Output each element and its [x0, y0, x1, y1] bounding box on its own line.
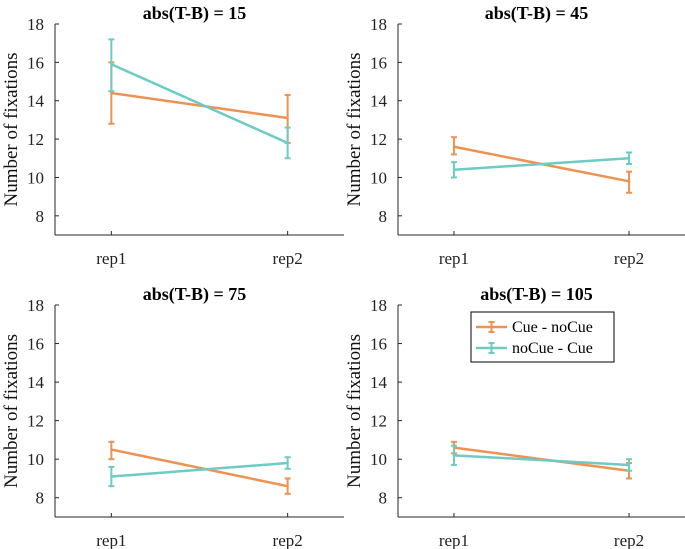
y-tick-label: 14 — [27, 373, 45, 392]
y-tick-label: 18 — [370, 15, 387, 34]
y-tick-label: 16 — [370, 53, 387, 72]
y-tick-label: 12 — [27, 130, 44, 149]
x-tick-label: rep1 — [439, 531, 469, 549]
series-line — [111, 448, 288, 488]
panel-title: abs(T-B) = 45 — [485, 3, 589, 24]
y-tick-label: 12 — [370, 412, 387, 431]
x-tick-label: rep2 — [614, 249, 644, 268]
y-axis-label: Number of fixations — [344, 334, 365, 488]
series-nocue-cue — [450, 151, 633, 179]
series-nocue-cue — [108, 456, 291, 488]
data-point — [452, 168, 456, 171]
panel-2: 8 10 12 14 16 18 rep1 rep2 Number of fixations ab… — [344, 3, 685, 268]
legend-label: Cue - noCue — [512, 319, 593, 336]
panel-title: abs(T-B) = 75 — [143, 284, 247, 305]
panel-1: 8 10 12 14 16 18 rep1 rep2 Number of fixations ab… — [1, 3, 344, 268]
series-cue-nocue — [108, 440, 291, 495]
panel-title: abs(T-B) = 105 — [480, 284, 593, 305]
panel-3: 8 10 12 14 16 18 rep1 rep2 Number of fixations ab… — [1, 284, 344, 549]
x-tick-label: rep1 — [96, 249, 126, 268]
y-tick-label: 10 — [27, 168, 44, 187]
legend: Cue - noCue noCue - Cue — [470, 311, 615, 363]
y-tick-label: 14 — [27, 92, 45, 111]
series-line — [111, 91, 288, 120]
y-tick-label: 18 — [27, 15, 44, 34]
data-point — [452, 145, 456, 148]
data-point — [110, 448, 113, 451]
data-point — [452, 454, 456, 457]
y-tick-label: 16 — [27, 335, 44, 354]
series-line — [110, 63, 289, 145]
data-point — [110, 91, 113, 95]
y-tick-label: 10 — [370, 168, 387, 187]
y-tick-label: 18 — [370, 296, 387, 315]
y-tick-label: 8 — [379, 489, 388, 508]
y-tick-label: 10 — [27, 450, 44, 469]
data-point — [286, 141, 289, 145]
y-tick-label: 18 — [27, 296, 44, 315]
y-axis-label: Number of fixations — [1, 52, 22, 206]
data-point — [627, 180, 631, 183]
y-tick-label: 8 — [36, 489, 45, 508]
y-tick-label: 8 — [36, 207, 45, 226]
legend-label: noCue - Cue — [512, 340, 593, 357]
panel-title: abs(T-B) = 15 — [143, 3, 247, 24]
series-line — [111, 461, 288, 478]
series-nocue-cue — [108, 38, 291, 160]
y-tick-label: 12 — [27, 412, 44, 431]
x-tick-label: rep1 — [96, 531, 126, 549]
legend-box — [470, 311, 615, 363]
x-tick-label: rep2 — [273, 249, 303, 268]
panel-4: 8 10 12 14 16 18 rep1 rep2 Number of fixations ab… — [344, 284, 685, 549]
series-line — [453, 157, 630, 172]
y-tick-label: 14 — [370, 373, 388, 392]
y-axis-label: Number of fixations — [1, 334, 22, 488]
data-point — [110, 475, 113, 478]
y-tick-label: 12 — [370, 130, 387, 149]
y-tick-label: 16 — [27, 53, 44, 72]
y-tick-label: 14 — [370, 92, 388, 111]
series-nocue-cue — [450, 444, 633, 472]
y-axis-label: Number of fixations — [344, 52, 365, 206]
y-tick-label: 8 — [379, 207, 388, 226]
y-tick-label: 10 — [370, 450, 387, 469]
data-point — [286, 116, 289, 120]
data-point — [286, 484, 289, 488]
data-point — [110, 63, 113, 66]
data-point — [627, 157, 631, 160]
data-point — [627, 463, 631, 467]
x-tick-label: rep1 — [439, 249, 469, 268]
series-line — [453, 454, 630, 467]
y-tick-label: 16 — [370, 335, 387, 354]
x-tick-label: rep2 — [614, 531, 644, 549]
data-point — [286, 461, 289, 465]
x-tick-label: rep2 — [273, 531, 303, 549]
